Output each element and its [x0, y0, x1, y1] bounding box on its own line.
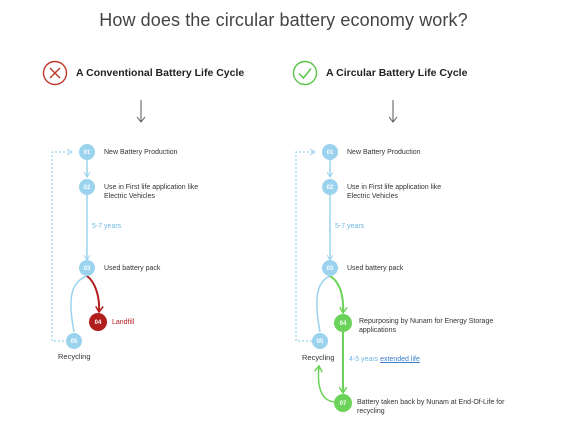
- right-node-04-num: 04: [340, 321, 347, 327]
- x-circle-icon: [42, 60, 68, 86]
- conventional-heading: A Conventional Battery Life Cycle: [42, 60, 244, 86]
- right-node-04: 04: [334, 314, 352, 332]
- left-label-03: Used battery pack: [104, 265, 161, 272]
- left-label-01: New Battery Production: [104, 149, 178, 156]
- right-node-05: 05: [312, 333, 328, 349]
- right-label-03: Used battery pack: [347, 265, 404, 272]
- right-label-04: Repurposing by Nunam for Energy Storage …: [359, 318, 494, 334]
- right-node-05-num: 05: [317, 339, 324, 345]
- conventional-heading-text: A Conventional Battery Life Cycle: [76, 67, 245, 79]
- right-node-07: 07: [334, 394, 352, 412]
- left-node-02-num: 02: [84, 185, 91, 191]
- right-node-07-num: 07: [340, 401, 347, 407]
- right-label-07: Battery taken back by Nunam at End-Of-Li…: [357, 399, 505, 415]
- right-node-01-num: 01: [327, 150, 334, 156]
- left-connectors: [51, 152, 99, 342]
- check-circle-icon: [292, 60, 318, 86]
- left-down-arrow: [136, 100, 146, 123]
- right-node-03-num: 03: [327, 266, 334, 272]
- right-label-05: Recycling: [302, 353, 335, 362]
- extended-life-link[interactable]: extended life: [380, 356, 420, 363]
- circular-heading: A Circular Battery Life Cycle: [292, 60, 467, 86]
- page-title: How does the circular battery economy wo…: [99, 10, 468, 30]
- circular-heading-text: A Circular Battery Life Cycle: [326, 67, 468, 79]
- left-node-01-num: 01: [84, 150, 91, 156]
- right-label-01: New Battery Production: [347, 149, 421, 156]
- right-node-01: 01: [322, 144, 338, 160]
- left-node-03: 03: [79, 260, 95, 276]
- left-node-04: 04: [89, 313, 107, 331]
- left-node-01: 01: [79, 144, 95, 160]
- right-down-arrow: [388, 100, 398, 123]
- left-duration: 5-7 years: [92, 223, 122, 230]
- right-second-duration: 4-5 years extended life: [349, 356, 420, 363]
- right-node-02-num: 02: [327, 185, 334, 191]
- right-second-duration-text: 4-5 years: [349, 356, 379, 363]
- left-node-05-num: 05: [71, 339, 78, 345]
- left-label-04: Landfill: [112, 319, 135, 326]
- right-node-02: 02: [322, 179, 338, 195]
- left-node-05: 05: [66, 333, 82, 349]
- right-node-03: 03: [322, 260, 338, 276]
- left-node-04-num: 04: [95, 320, 102, 326]
- right-connectors: [295, 152, 343, 403]
- right-duration: 5-7 years: [335, 223, 365, 230]
- left-node-02: 02: [79, 179, 95, 195]
- left-node-03-num: 03: [84, 266, 91, 272]
- left-label-05: Recycling: [58, 352, 91, 361]
- right-label-02: Use in First life application like Elect…: [347, 184, 442, 200]
- left-label-02: Use in First life application like Elect…: [104, 184, 199, 200]
